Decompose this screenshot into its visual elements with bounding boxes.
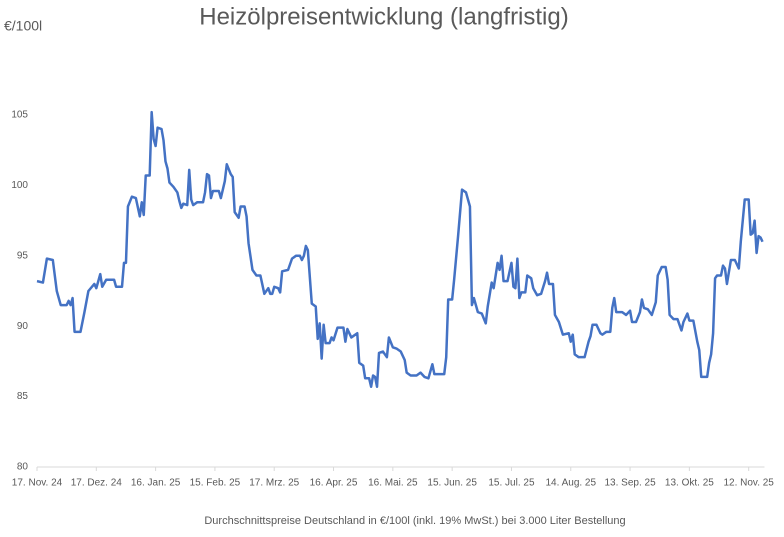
x-tick-label: 13. Okt. 25: [665, 478, 714, 489]
y-tick-label: 95: [17, 250, 29, 261]
chart-title: Heizölpreisentwicklung (langfristig): [199, 3, 568, 30]
y-tick-label: 105: [11, 110, 28, 121]
x-tick-label: 15. Feb. 25: [190, 478, 241, 489]
x-tick-label: 17. Mrz. 25: [249, 478, 299, 489]
price-line: [36, 110, 764, 388]
x-tick-label: 16. Apr. 25: [310, 478, 358, 489]
x-tick-label: 16. Jan. 25: [131, 478, 181, 489]
y-tick-label: 85: [17, 391, 29, 402]
footnote: Durchschnittspreise Deutschland in €/100…: [204, 515, 625, 527]
x-tick-label: 12. Nov. 25: [723, 478, 774, 489]
x-tick-label: 14. Aug. 25: [545, 478, 596, 489]
x-tick-label: 16. Mai. 25: [368, 478, 418, 489]
x-tick-label: 17. Dez. 24: [71, 478, 123, 489]
x-tick-label: 15. Jul. 25: [488, 478, 535, 489]
y-tick-label: 90: [17, 321, 29, 332]
x-tick-label: 17. Nov. 24: [12, 478, 63, 489]
x-tick-label: 15. Jun. 25: [427, 478, 477, 489]
y-tick-label: 100: [11, 180, 28, 191]
y-tick-label: 80: [17, 462, 29, 473]
y-axis-label: €/100l: [4, 18, 42, 34]
x-tick-label: 13. Sep. 25: [604, 478, 656, 489]
